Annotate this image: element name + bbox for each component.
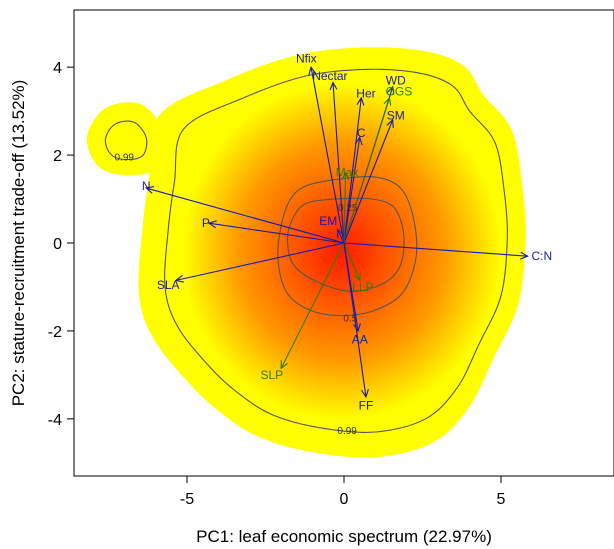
y-tick-label-1: -2: [48, 324, 62, 341]
vector-max: [343, 172, 347, 244]
vector-arrowhead-nfix: [308, 65, 317, 76]
vector-label-aa: AA: [352, 333, 368, 347]
vector-label-c-n: C:N: [531, 249, 552, 263]
y-tick-label-0: -4: [48, 412, 62, 429]
y-tick-label-2: 0: [53, 236, 62, 253]
contour-line-0: [286, 197, 405, 292]
vector-sla: [175, 242, 345, 281]
vector-label-slp: SLP: [260, 368, 283, 382]
vector-her: [343, 97, 362, 244]
vector-label-llp: LLP: [352, 280, 373, 294]
vector-label-nfix: Nfix: [296, 51, 317, 65]
vector-arrowhead-p: [207, 220, 217, 229]
y-tick-label-3: 2: [53, 148, 62, 165]
x-axis-title: PC1: leaf economic spectrum (22.97%): [196, 527, 492, 546]
vector-n: [146, 187, 345, 244]
vector-arrowhead-slp: [280, 360, 288, 370]
vector-arrowhead-aa: [353, 323, 361, 333]
vector-c-n: [343, 242, 528, 257]
x-tick-label-0: -5: [180, 491, 194, 508]
vector-label-wd: WD: [386, 73, 406, 87]
vector-label-her: Her: [356, 87, 375, 101]
vector-ogs: [343, 97, 391, 244]
y-axis-title: PC2: stature-recruitment trade-off (13.5…: [9, 80, 28, 407]
contour-line-3: [104, 120, 148, 161]
vector-llp: [343, 242, 361, 281]
vector-arrowhead-nectar: [329, 81, 338, 91]
contour-line-1: [277, 176, 418, 317]
vector-label-em: EM: [319, 214, 337, 228]
vector-label-sla: SLA: [157, 278, 180, 292]
vector-arrowhead-llp: [353, 272, 361, 282]
density-layer: [86, 47, 526, 458]
vector-slp: [280, 242, 345, 369]
contour-label-3: 0.99: [114, 152, 134, 163]
vector-arrowhead-max: [341, 171, 350, 181]
x-tick-label-2: 5: [497, 491, 506, 508]
vector-label-nectar: Nectar: [312, 69, 347, 83]
vector-sm: [343, 119, 394, 244]
vector-arrowhead-c: [354, 136, 363, 146]
vector-label-c: C: [357, 126, 366, 140]
contour-label-1: 0.5: [343, 314, 357, 325]
vector-label-ogs: OGS: [386, 84, 413, 98]
vector-arrowhead-ogs: [383, 96, 392, 106]
vector-arrowhead-c-n: [520, 251, 529, 260]
vector-label-max: Max: [336, 166, 359, 180]
vector-em: [337, 229, 345, 244]
vector-arrowhead-sm: [386, 118, 394, 128]
vector-arrowhead-her: [356, 96, 365, 106]
vector-arrowhead-ff: [361, 389, 369, 399]
vector-label-sm: SM: [387, 109, 405, 123]
vector-ff: [343, 242, 367, 397]
vector-label-ff: FF: [359, 399, 374, 413]
vector-p: [208, 222, 345, 244]
vector-arrowhead-sla: [174, 274, 184, 283]
axis-layer: -5 0 5 -4 -2 0 2 4: [48, 60, 506, 508]
vector-layer: Nfix Nectar WD Her OGS SM C Max N P EM C:N SLA LLP AA S…: [142, 51, 552, 412]
density-core-gradient: [154, 60, 515, 443]
vector-nectar: [332, 82, 345, 244]
vector-arrowhead-n: [144, 186, 155, 194]
vector-label-p: P: [202, 216, 210, 230]
vector-label-n: N: [142, 179, 151, 193]
vector-arrowhead-wd: [386, 85, 395, 95]
vector-c: [343, 137, 361, 244]
density-island-region: [86, 102, 166, 176]
vector-nfix: [310, 67, 345, 244]
x-tick-label-1: 0: [340, 491, 349, 508]
contour-line-2: [164, 68, 508, 433]
contour-label-2: 0.99: [337, 426, 357, 437]
y-tick-label-4: 4: [53, 60, 62, 77]
vector-arrowhead-em: [337, 228, 345, 238]
